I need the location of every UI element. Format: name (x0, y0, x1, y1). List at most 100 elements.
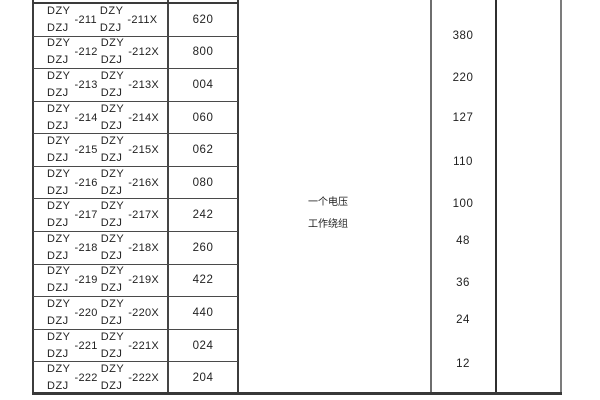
model-cell: DZY DZJ -211 DZY DZJ -211X (33, 4, 168, 36)
series-dzy: DZY (100, 69, 125, 82)
model-number-x: -220X (128, 306, 160, 319)
series-dzj: DZJ (47, 249, 69, 262)
series-dzy: DZY (100, 135, 125, 148)
series-stack: DZY DZJ (47, 201, 71, 229)
model-number: -222 (74, 372, 98, 385)
table-row: DZY DZJ -218 DZY DZJ -218X 260 (33, 232, 238, 265)
series-stack: DZY DZJ (101, 38, 125, 66)
series-dzy: DZY (47, 363, 71, 376)
table-row: DZY DZJ -222 DZY DZJ -222X 204 (33, 362, 238, 394)
series-dzj: DZJ (47, 119, 69, 132)
series-dzj: DZJ (47, 347, 69, 360)
series-dzj: DZJ (47, 217, 69, 230)
series-stack: DZY DZJ (100, 331, 125, 360)
code-cell: 422 (192, 274, 214, 287)
code-cell: 204 (192, 372, 214, 385)
voltage-value: 36 (456, 277, 470, 289)
series-dzj: DZJ (100, 119, 123, 132)
model-number-x: -214X (128, 111, 160, 124)
series-stack: DZY DZJ (47, 167, 71, 197)
winding-label-line1: 一个电压 (308, 197, 348, 208)
series-dzy: DZY (47, 265, 71, 278)
series-dzy: DZY (100, 363, 125, 376)
table-row: DZY DZJ -215 DZY DZJ -215X 062 (33, 134, 238, 167)
series-stack: DZY DZJ (47, 266, 71, 294)
model-number: -221 (74, 339, 98, 352)
model-cell: DZY DZJ -219 DZY DZJ -219X (33, 265, 168, 297)
series-dzy: DZY (47, 200, 71, 213)
series-stack: DZY DZJ (100, 69, 125, 99)
table-row: DZY DZJ -213 DZY DZJ -213X 004 (33, 69, 238, 102)
model-cell: DZY DZJ -216 DZY DZJ -216X (33, 167, 168, 199)
series-dzy: DZY (47, 37, 71, 50)
series-stack: DZY DZJ (47, 102, 71, 132)
model-number-x: -216X (128, 176, 160, 189)
code-cell: 620 (192, 13, 214, 26)
voltage-value: 48 (456, 235, 470, 247)
series-stack: DZY DZJ (47, 136, 71, 164)
series-dzy: DZY (47, 135, 71, 148)
code-cell: 024 (192, 339, 214, 352)
series-dzj: DZJ (100, 152, 123, 165)
series-dzj: DZJ (100, 314, 123, 327)
series-stack: DZY DZJ (100, 298, 125, 327)
model-number-x: -219X (128, 274, 160, 287)
model-number-x: -215X (128, 144, 160, 157)
series-stack: DZY DZJ (100, 102, 125, 132)
model-cell: DZY DZJ -213 DZY DZJ -213X (33, 69, 168, 101)
model-number-x: -221X (128, 339, 160, 352)
series-dzj: DZJ (47, 21, 69, 34)
code-cell: 440 (192, 306, 214, 319)
model-number-x: -212X (128, 46, 160, 59)
series-dzj: DZJ (47, 282, 69, 295)
model-number: -219 (74, 274, 98, 287)
voltage-value: 12 (456, 358, 470, 370)
series-dzy: DZY (47, 232, 71, 245)
model-cell: DZY DZJ -222 DZY DZJ -222X (33, 362, 168, 394)
model-number-x: -222X (128, 372, 160, 385)
table-row: DZY DZJ -212 DZY DZJ -212X 800 (33, 37, 238, 70)
series-stack: DZY DZJ (101, 364, 125, 392)
series-dzy: DZY (47, 167, 71, 180)
series-dzy: DZY (100, 167, 125, 180)
series-stack: DZY DZJ (47, 297, 71, 327)
series-stack: DZY DZJ (99, 5, 124, 34)
series-dzy: DZY (47, 102, 71, 115)
model-number-x: -218X (128, 241, 160, 254)
voltage-value: 100 (452, 198, 474, 210)
table-row: DZY DZJ -220 DZY DZJ -220X 440 (33, 297, 238, 330)
table-border-right (560, 0, 562, 394)
model-cell: DZY DZJ -214 DZY DZJ -214X (33, 102, 168, 134)
series-dzj: DZJ (100, 347, 123, 360)
series-stack: DZY DZJ (47, 38, 71, 66)
model-cell: DZY DZJ -221 DZY DZJ -221X (33, 330, 168, 362)
table-row: DZY DZJ -217 DZY DZJ -217X 242 (33, 199, 238, 233)
model-number-x: -211X (127, 13, 158, 26)
series-dzj: DZJ (99, 21, 122, 34)
series-dzy: DZY (47, 4, 71, 17)
series-dzj: DZJ (100, 217, 123, 230)
model-table-rows: DZY DZJ -211 DZY DZJ -211X 620 DZY DZJ -212… (33, 2, 238, 394)
model-number-x: -213X (128, 78, 160, 91)
voltage-value: 24 (456, 314, 470, 326)
series-stack: DZY DZJ (47, 331, 71, 360)
vline-voltage-empty (495, 0, 497, 394)
model-cell: DZY DZJ -215 DZY DZJ -215X (33, 134, 168, 166)
series-dzy: DZY (100, 265, 125, 278)
series-dzy: DZY (47, 297, 71, 310)
winding-label-line2: 工作绕组 (308, 219, 348, 230)
model-number: -212 (74, 46, 98, 59)
series-dzy: DZY (100, 102, 125, 115)
series-stack: DZY DZJ (101, 136, 125, 164)
table-row: DZY DZJ -219 DZY DZJ -219X 422 (33, 265, 238, 298)
model-cell: DZY DZJ -220 DZY DZJ -220X (33, 297, 168, 329)
series-dzj: DZJ (47, 314, 69, 327)
table-row: DZY DZJ -221 DZY DZJ -221X 024 (33, 330, 238, 363)
voltage-value: 380 (452, 30, 474, 42)
series-dzj: DZJ (100, 249, 123, 262)
model-number: -217 (74, 209, 98, 222)
voltage-value: 127 (452, 112, 474, 124)
series-dzj: DZJ (47, 86, 69, 99)
model-number: -215 (74, 144, 98, 157)
